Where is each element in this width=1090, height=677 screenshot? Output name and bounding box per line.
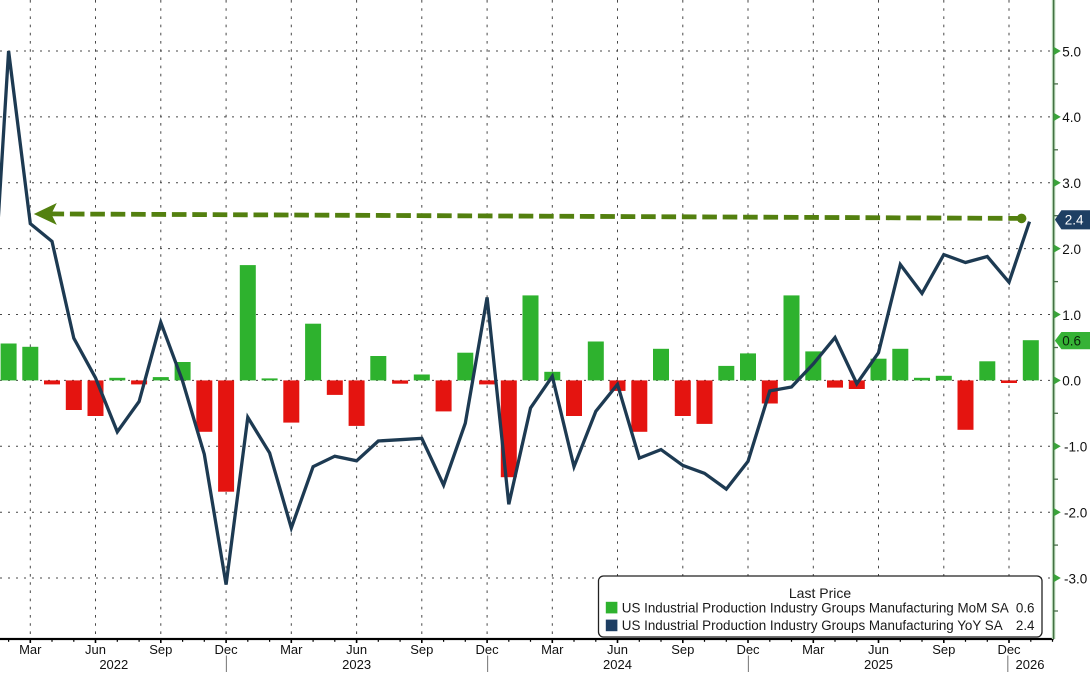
svg-text:2022: 2022 (99, 657, 128, 672)
svg-text:Jun: Jun (346, 642, 367, 657)
svg-text:Mar: Mar (541, 642, 564, 657)
svg-text:2023: 2023 (342, 657, 371, 672)
svg-text:Sep: Sep (410, 642, 433, 657)
svg-text:Sep: Sep (932, 642, 955, 657)
svg-text:-1.0: -1.0 (1064, 440, 1087, 455)
svg-text:2.4: 2.4 (1065, 212, 1084, 227)
svg-text:Sep: Sep (671, 642, 694, 657)
svg-text:US Industrial Production Indus: US Industrial Production Industry Groups… (622, 618, 1003, 633)
svg-text:Sep: Sep (149, 642, 172, 657)
svg-text:Last Price: Last Price (789, 585, 851, 601)
svg-text:Jun: Jun (868, 642, 889, 657)
svg-text:2.0: 2.0 (1062, 242, 1081, 257)
svg-text:Dec: Dec (215, 642, 239, 657)
svg-text:-2.0: -2.0 (1064, 506, 1087, 521)
svg-text:Dec: Dec (997, 642, 1021, 657)
svg-text:Dec: Dec (736, 642, 760, 657)
svg-text:4.0: 4.0 (1062, 110, 1081, 125)
svg-text:3.0: 3.0 (1062, 176, 1081, 191)
svg-text:Jun: Jun (85, 642, 106, 657)
svg-text:5.0: 5.0 (1062, 44, 1081, 59)
svg-text:2025: 2025 (864, 657, 893, 672)
svg-text:Mar: Mar (802, 642, 825, 657)
svg-text:Mar: Mar (280, 642, 303, 657)
svg-text:0.6: 0.6 (1062, 333, 1081, 348)
svg-text:2.4: 2.4 (1016, 618, 1035, 633)
svg-text:Jun: Jun (607, 642, 628, 657)
svg-text:-3.0: -3.0 (1064, 571, 1087, 586)
svg-text:0.6: 0.6 (1016, 600, 1035, 615)
svg-text:0.0: 0.0 (1062, 374, 1081, 389)
svg-text:Dec: Dec (476, 642, 500, 657)
svg-text:1.0: 1.0 (1062, 308, 1081, 323)
svg-text:US Industrial Production Indus: US Industrial Production Industry Groups… (622, 600, 1009, 615)
svg-text:Mar: Mar (19, 642, 42, 657)
svg-text:2024: 2024 (603, 657, 632, 672)
svg-text:2026: 2026 (1016, 657, 1045, 672)
